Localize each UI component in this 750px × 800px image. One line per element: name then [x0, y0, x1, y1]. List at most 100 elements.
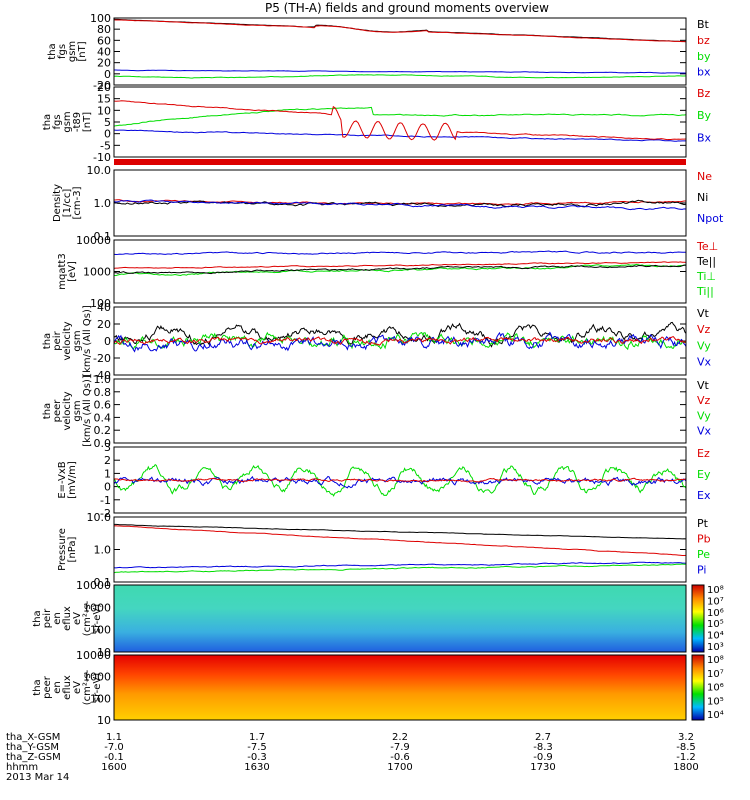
- panel-frame: [113, 86, 687, 158]
- legend-entry: Vy: [697, 339, 711, 352]
- y-axis-label: velocity: [62, 321, 73, 360]
- y-tick-label: -2: [100, 507, 111, 520]
- y-axis-label: [cm-3]: [72, 186, 83, 219]
- x-tick-label: 1.1: [106, 732, 122, 743]
- x-axis-row-label: hhmm: [6, 762, 38, 773]
- legend-entry: Bx: [697, 131, 712, 144]
- y-tick-label: 40: [97, 46, 111, 59]
- legend-entry: Vz: [697, 394, 711, 407]
- y-tick-label: 10000: [76, 579, 111, 592]
- legend-entry: Vt: [697, 379, 710, 392]
- y-axis-label: [nT]: [77, 41, 88, 61]
- y-axis-label: sr-eV): [92, 673, 103, 702]
- y-tick-label: 0.8: [94, 386, 112, 399]
- y-tick-label: 5: [104, 116, 111, 129]
- y-axis-label: [km/s (All Qs)]: [82, 305, 93, 377]
- y-tick-label: 0.1: [94, 576, 112, 589]
- colorbar-tick-label: 10⁶: [707, 683, 724, 694]
- y-axis-label: tha: [47, 43, 58, 59]
- series-pb: [113, 525, 687, 556]
- y-axis-label: eflux: [62, 675, 73, 700]
- legend-entry: Pe: [697, 548, 710, 561]
- y-tick-label: -40: [93, 369, 111, 382]
- colorbar-tick-label: 10⁸: [707, 585, 724, 596]
- series-bz: [113, 100, 687, 141]
- x-tick-label: 1600: [101, 762, 126, 773]
- legend-entry: Ti||: [696, 285, 714, 298]
- x-tick-label: 1.7: [249, 732, 265, 743]
- y-tick-label: -20: [93, 352, 111, 365]
- y-tick-label: 60: [97, 34, 111, 47]
- x-axis-row-label: tha_Y-GSM: [6, 742, 59, 753]
- panel-p10: 10000 1000 100 10 tha peer en eflux eV (cm²-s-sr-…: [32, 649, 724, 727]
- panel-p6: 1.00.80.60.40.20.0 tha peer velocity gsm [km/…: [42, 373, 712, 450]
- series-vz: [113, 336, 687, 346]
- spectrogram: [114, 585, 686, 652]
- series-pi: [113, 561, 687, 569]
- x-tick-label: -7.0: [104, 742, 124, 753]
- x-tick-label: -1.2: [676, 752, 696, 763]
- x-tick-label: -0.3: [247, 752, 267, 763]
- y-axis-label: en: [52, 681, 63, 694]
- panel-p8: 10.0 1.0 0.1 Pressure [nPa] Pt Pb Pe Pi: [57, 511, 711, 589]
- y-tick-label: 1.0: [94, 197, 112, 210]
- y-tick-label: 15: [97, 93, 111, 106]
- y-tick-label: 80: [97, 23, 111, 36]
- series-ex: [113, 475, 687, 489]
- y-axis-label: tha: [42, 114, 53, 130]
- x-tick-label: -0.6: [390, 752, 410, 763]
- y-tick-label: -1: [100, 494, 111, 507]
- legend-entry: Vt: [697, 307, 710, 320]
- panel-frame: [113, 169, 687, 237]
- red-bar: [114, 159, 686, 165]
- series-npot: [113, 199, 687, 211]
- panel-frame: [113, 516, 687, 583]
- legend-entry: By: [697, 109, 712, 122]
- panel-frame: [113, 306, 687, 376]
- y-tick-label: 1000: [83, 266, 111, 279]
- y-axis-label: [eV]: [67, 261, 78, 282]
- panel-frame: [113, 17, 687, 86]
- legend-entry: Vx: [697, 425, 712, 438]
- legend-entry: bx: [697, 66, 711, 79]
- y-tick-label: 100: [90, 297, 111, 310]
- legend-entry: Pt: [697, 517, 709, 530]
- legend-entry: Vz: [697, 323, 711, 336]
- y-axis-label: fgs: [57, 44, 68, 59]
- panel-frame: [113, 239, 687, 304]
- y-axis-label: [mV/m]: [67, 461, 78, 499]
- y-tick-label: -5: [100, 139, 111, 152]
- y-axis-label: (cm²-s-: [82, 669, 93, 705]
- legend-entry: Vx: [697, 355, 712, 368]
- y-tick-label: 0.4: [94, 411, 112, 424]
- y-tick-label: 20: [97, 318, 111, 331]
- y-tick-label: 40: [97, 301, 111, 314]
- colorbar: [691, 584, 705, 653]
- x-tick-label: 1800: [673, 762, 698, 773]
- series-ti-par: [113, 263, 687, 277]
- y-axis-label: E=-VxB: [57, 461, 68, 498]
- colorbar-tick-label: 10⁴: [707, 710, 724, 721]
- y-axis-label: Density: [52, 184, 63, 222]
- series-pt: [114, 523, 687, 540]
- series-by: [113, 106, 687, 127]
- panel-p9: 10000 1000 100 10 tha peir en eflux eV (cm²-s-sr-…: [32, 579, 724, 659]
- y-tick-label: 1000: [83, 671, 111, 684]
- series-ne: [113, 199, 686, 206]
- series-vt: [113, 321, 687, 348]
- series-vy: [113, 331, 687, 351]
- series-pe: [113, 563, 687, 574]
- colorbar-tick-label: 10⁵: [707, 696, 724, 707]
- date-label: 2013 Mar 14: [6, 772, 69, 783]
- panel-frame: [113, 446, 687, 514]
- panel-p3: 10.0 1.0 0.1 Density [1/cc] [cm-3] Ne Ni Npot: [52, 164, 724, 243]
- legend-entry: Pb: [697, 532, 711, 545]
- legend-entry: Pi: [697, 563, 706, 576]
- legend-entry: Ey: [697, 468, 711, 481]
- x-tick-label: 3.2: [678, 732, 694, 743]
- colorbar-tick-label: 10⁶: [707, 608, 724, 619]
- series-ti-perp: [113, 261, 687, 269]
- y-tick-label: 2: [104, 454, 111, 467]
- y-axis-label: [km/s (All Qs)]: [82, 375, 93, 447]
